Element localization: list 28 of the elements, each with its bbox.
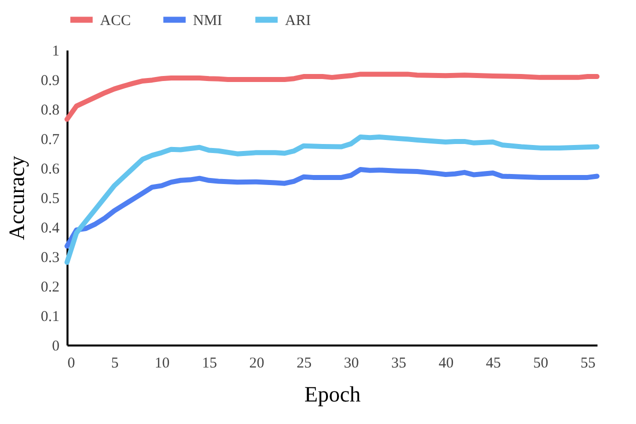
y-tick-label: 1	[52, 44, 60, 60]
x-tick-label: 50	[533, 356, 548, 372]
x-tick-label: 30	[344, 356, 359, 372]
y-tick-label: 0.9	[40, 73, 60, 89]
y-tick-label: 0	[52, 338, 60, 354]
x-tick-label: 10	[154, 356, 170, 372]
y-tick-label: 0.1	[40, 309, 60, 325]
x-tick-label: 40	[438, 356, 454, 372]
legend-label: ARI	[285, 12, 311, 29]
x-tick-label: 25	[296, 356, 312, 372]
legend-label: ACC	[100, 12, 131, 29]
x-tick-label: 45	[486, 356, 501, 372]
y-tick-label: 0.8	[40, 102, 60, 118]
legend-label: NMI	[193, 12, 222, 29]
y-axis-title: Accuracy	[4, 156, 29, 240]
y-tick-label: 0.7	[40, 132, 60, 148]
y-tick-label: 0.6	[40, 162, 60, 178]
x-tick-label: 20	[249, 356, 264, 372]
x-tick-label: 5	[111, 356, 119, 372]
y-tick-label: 0.3	[40, 250, 60, 266]
x-tick-label: 15	[202, 356, 217, 372]
x-axis-title: Epoch	[304, 382, 361, 406]
y-tick-label: 0.5	[40, 191, 60, 207]
y-tick-label: 0.4	[40, 220, 60, 236]
x-tick-label: 35	[391, 356, 406, 372]
x-tick-label: 55	[580, 356, 596, 372]
y-tick-label: 0.2	[40, 280, 60, 296]
x-tick-label: 0	[68, 356, 75, 372]
